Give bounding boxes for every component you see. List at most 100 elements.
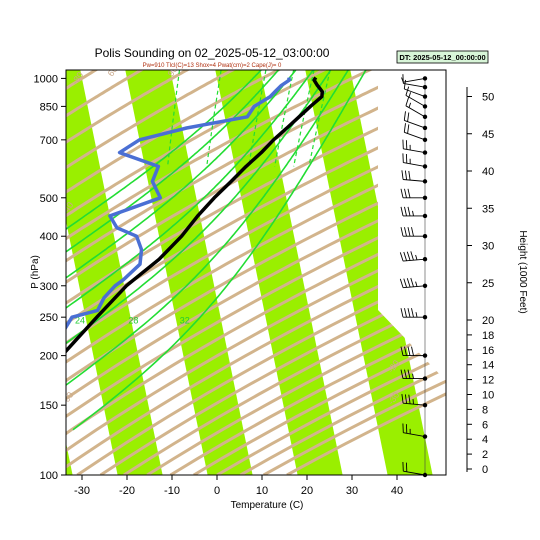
wind-barb [402, 74, 428, 90]
p-tick-label: 100 [40, 470, 58, 482]
dry-adiabat [66, 252, 446, 469]
dry-adiabat [66, 114, 446, 326]
wind-barb-staff [403, 179, 426, 182]
wind-barb-dot [422, 257, 428, 262]
wind-barb [399, 251, 428, 262]
height-tick-label: 45 [482, 129, 494, 141]
wind-panel-mask [378, 70, 446, 475]
wind-barb-feather [411, 308, 414, 318]
wind-barb-dot [422, 104, 428, 109]
wind-barb-feather [407, 124, 410, 134]
dry-adiabat [66, 220, 446, 436]
wind-barb-dot [422, 234, 428, 239]
dry-adiabat-label: -40 [60, 200, 76, 216]
x-tick-label: 30 [346, 485, 358, 497]
wind-barb [400, 308, 428, 320]
wind-barb [403, 123, 428, 143]
wind-barb-half-feather [408, 102, 412, 108]
height-tick-label: 12 [482, 375, 494, 387]
wind-barb-feather [403, 278, 408, 288]
height-axis-ticks: 0 2 4 6 8 10 12 14 16 18 20 25 30 35 40 45 50 [467, 92, 494, 476]
wind-barb-staff [403, 148, 426, 154]
wind-barb-feather [405, 86, 410, 96]
wind-barb-feather [400, 206, 404, 216]
wind-barb-dot [422, 76, 428, 81]
wind-barb-feather [403, 251, 408, 261]
wind-barb-feather [403, 79, 406, 90]
wind-barb-feather [408, 394, 411, 404]
wind-barb [400, 227, 428, 239]
wind-barb-half-feather [415, 281, 418, 287]
wind-barb-dot [422, 137, 428, 143]
wind-barb-feather [408, 170, 411, 181]
moist-adiabat [66, 70, 280, 253]
wind-barb [402, 461, 428, 478]
x-tick-label: -10 [164, 485, 180, 497]
x-tick-label: 10 [256, 485, 268, 497]
moist-adiabat [66, 70, 350, 387]
height-tick-label: 0 [482, 464, 488, 476]
wind-barb-feather [406, 278, 411, 288]
wind-barb [400, 346, 428, 358]
dry-adiabat [66, 133, 446, 345]
temperature-band [305, 70, 433, 475]
wind-barb-half-feather [412, 399, 414, 405]
wind-barb-dot [422, 314, 428, 320]
height-tick-label: 14 [482, 360, 494, 372]
wind-barb-half-feather [415, 254, 418, 261]
height-axis-label: Height (1000 Feet) [517, 230, 528, 313]
wind-barb-dot [422, 402, 428, 408]
wind-barb [399, 277, 428, 289]
wind-barb [402, 153, 428, 169]
p-tick-label: 300 [40, 281, 58, 293]
wind-barb-dot [422, 353, 428, 358]
height-tick-label: 50 [482, 92, 494, 104]
wind-barb-dot [422, 125, 428, 131]
dry-adiabat [66, 70, 282, 194]
dry-adiabat [66, 70, 419, 263]
height-tick-label: 16 [482, 345, 494, 357]
wind-barb-feather [401, 170, 404, 180]
wind-barb-feather [407, 188, 411, 198]
wind-barb-staff [405, 105, 426, 118]
wind-barb [400, 206, 428, 219]
wind-barb-feather [410, 251, 414, 261]
pressure-axis-ticks: 100 150 200 250 300 400 500 700 850 1000 [34, 73, 66, 482]
p-tick-label: 400 [40, 231, 58, 243]
wind-barb-dot [422, 94, 428, 99]
wind-barb-feather [407, 227, 411, 237]
height-tick-label: 25 [482, 278, 494, 290]
moist-adiabat-label: 32 [180, 316, 190, 326]
wind-barb-feather [404, 206, 407, 216]
wind-barb-feather [400, 227, 404, 237]
x-tick-label: -20 [119, 485, 135, 497]
wind-barb [402, 423, 428, 439]
y-axis-label: P (hPa) [30, 255, 41, 289]
wind-barb [402, 139, 428, 155]
mixing-ratio-line [274, 70, 295, 167]
dry-adiabat [66, 70, 236, 170]
wind-barb-staff [403, 77, 426, 83]
wind-barb-feather [400, 188, 404, 198]
x-axis-ticks: -30 -20 -10 0 10 20 30 40 [74, 475, 403, 497]
x-tick-label: -30 [74, 485, 90, 497]
wind-barb-feather [404, 369, 407, 379]
wind-barb-feather [399, 278, 404, 288]
plot-area: 81216202428323020100-10-20-30-40-60-8060… [60, 70, 446, 475]
height-tick-label: 8 [482, 404, 488, 416]
wind-barb-feather [404, 188, 407, 198]
wind-barb-staff [404, 131, 426, 141]
wind-barb-feather [404, 394, 408, 404]
dry-adiabat [76, 267, 446, 475]
dry-adiabat [66, 236, 446, 453]
wind-barb-dot [422, 150, 428, 155]
wind-barb-feather [400, 369, 404, 379]
wind-barb-feather [407, 369, 411, 379]
wind-barb-staff [403, 82, 426, 88]
height-tick-label: 6 [482, 419, 488, 431]
wind-barb-feather [411, 227, 414, 237]
moist-adiabat [72, 70, 367, 431]
dry-adiabat [66, 95, 446, 305]
wind-barb-dot [422, 164, 428, 169]
p-tick-label: 200 [40, 351, 58, 363]
